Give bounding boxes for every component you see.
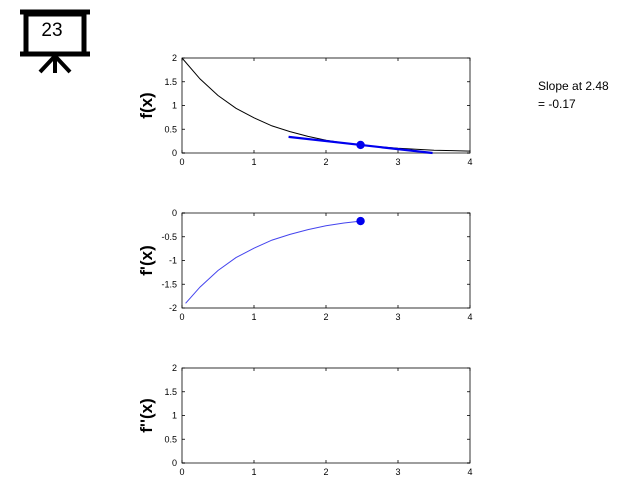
y-tick-label: -1 <box>169 256 177 266</box>
x-tick-label: 0 <box>179 312 184 322</box>
y-tick-label: 1 <box>172 101 177 111</box>
y-tick-label: 0 <box>172 208 177 218</box>
presentation-board-icon <box>18 6 92 76</box>
x-tick-label: 0 <box>179 157 184 167</box>
badge-number: 23 <box>41 20 63 41</box>
x-tick-label: 2 <box>323 467 328 477</box>
plot-2-ylabel: f'(x) <box>137 245 156 275</box>
x-tick-label: 1 <box>251 312 256 322</box>
plot-1-frame <box>181 57 471 154</box>
x-tick-label: 2 <box>323 157 328 167</box>
plot-2-marker-point <box>356 216 365 226</box>
x-tick-label: 3 <box>395 157 400 167</box>
y-tick-label: -0.5 <box>161 232 177 242</box>
x-tick-label: 0 <box>179 467 184 477</box>
y-tick-label: 1 <box>172 411 177 421</box>
y-tick-label: 1.5 <box>164 387 177 397</box>
y-tick-label: 0.5 <box>164 434 177 444</box>
x-tick-label: 1 <box>251 157 256 167</box>
y-tick-label: -1.5 <box>161 279 177 289</box>
plot-1-marker-point <box>356 140 365 150</box>
y-tick-label: 0 <box>172 458 177 468</box>
plot-1-ylabel: f(x) <box>137 92 156 118</box>
x-tick-label: 4 <box>467 312 472 322</box>
plot-2-series-line <box>185 220 361 304</box>
x-tick-label: 1 <box>251 467 256 477</box>
plot-3-ylabel: f''(x) <box>137 398 156 433</box>
x-tick-label: 4 <box>467 157 472 167</box>
plot-1-series-line <box>181 57 471 152</box>
x-tick-label: 3 <box>395 467 400 477</box>
y-tick-label: 0 <box>172 148 177 158</box>
plot-3-frame <box>181 367 471 464</box>
plot-2-frame <box>181 212 471 309</box>
slope-annotation-line-2: = -0.17 <box>538 97 576 111</box>
slope-annotation-line-1: Slope at 2.48 <box>538 79 609 93</box>
y-tick-label: 0.5 <box>164 124 177 134</box>
x-tick-label: 2 <box>323 312 328 322</box>
y-tick-label: 2 <box>172 363 177 373</box>
y-tick-label: -2 <box>169 303 177 313</box>
x-tick-label: 4 <box>467 467 472 477</box>
y-tick-label: 1.5 <box>164 77 177 87</box>
y-tick-label: 2 <box>172 53 177 63</box>
slope-annotation: Slope at 2.48 = -0.17 <box>538 77 609 113</box>
x-tick-label: 3 <box>395 312 400 322</box>
